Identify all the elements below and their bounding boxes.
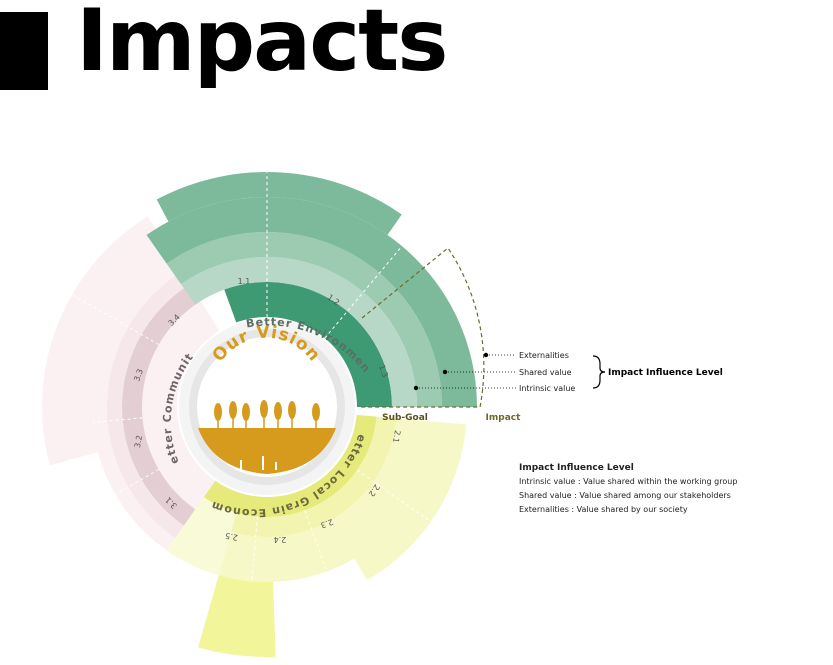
sector-divider [324,245,403,339]
subgoal-label: 2.3 [319,517,334,530]
sector-grain-subgoal [203,414,377,517]
subgoal-label: 2.1 [391,429,402,443]
sector-layer [42,172,477,657]
influence-level-label: Externalities [519,351,569,360]
subgoal-label: 3.3 [132,368,145,383]
sector-divider [356,469,432,523]
axis-label-subgoal: Sub-Goal [382,413,428,423]
legend-line: Externalities : Value shared by our soci… [519,505,688,514]
influence-level-label: Intrinsic value [519,384,575,393]
legend-title: Impact Influence Level [519,463,634,473]
brace-icon [592,355,606,389]
sector-environment-intrinsic [180,257,417,407]
sector-divider [251,516,258,582]
sector-divider [115,469,159,495]
sector-environment-subgoal [224,282,392,407]
sector-grain-impact [332,418,467,581]
sector-environment-externalities-outer [156,172,402,235]
sector-grain-impact [166,497,237,576]
subgoal-labels: 1.1 1.2 1.3 2.1 2.2 2.3 2.4 2.5 3.1 3.2 … [132,277,402,544]
page-title: Impacts [76,0,448,91]
sector-community-impact [42,216,175,466]
sector-community-band [106,271,191,539]
influence-level-label: Shared value [519,368,572,377]
sector-divider [304,510,328,572]
influence-leaders [413,352,516,391]
influence-level-labels: Externalities Shared value Intrinsic val… [519,351,575,393]
highlight-outline [358,247,485,408]
sector-grain-impact-tall [198,575,276,657]
wheat-icon [198,400,336,474]
bracket-label: Impact Influence Level [608,368,723,378]
sector-environment-shared [166,232,442,407]
subgoal-label: 2.4 [274,535,287,544]
sector-grain-band [192,416,397,537]
sector-divider [92,417,143,423]
legend-line: Intrinsic value : Value shared within th… [519,477,737,486]
sector-community-subgoal [121,284,201,526]
subgoal-label: 3.2 [133,435,144,449]
subgoal-label: 2.5 [225,531,239,542]
sector-divider [71,294,159,345]
vision-core: Our Vision [179,319,355,495]
legend-line: Shared value : Value shared among our st… [519,491,731,500]
axis-label-impact: Impact [486,413,522,423]
title-block-icon [0,12,48,90]
sector-environment-externalities [146,196,477,407]
subgoal-label: 1.3 [377,364,390,379]
subgoal-label: 1.1 [238,277,251,286]
legend: Impact Influence Level Intrinsic value :… [519,463,737,514]
